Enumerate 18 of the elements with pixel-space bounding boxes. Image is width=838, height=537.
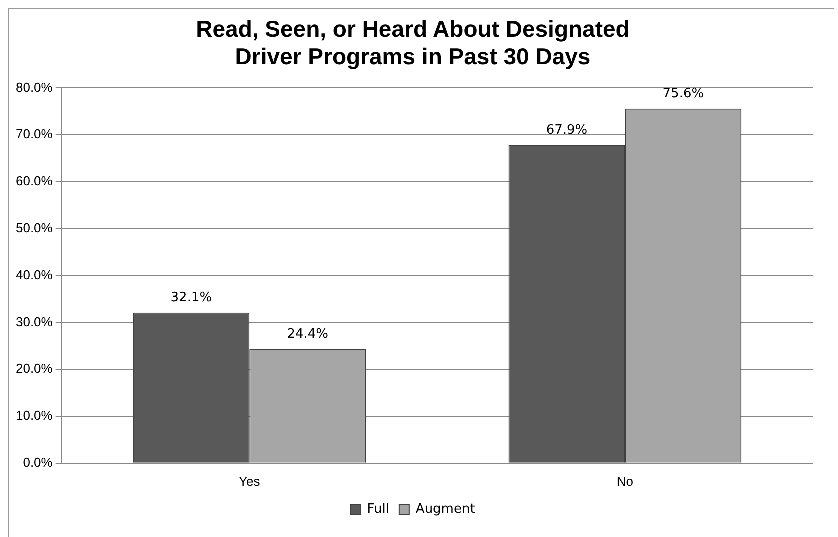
x-tick-label: No xyxy=(616,474,634,489)
y-tick-label: 70.0% xyxy=(16,126,54,142)
y-tick-label: 40.0% xyxy=(16,267,54,282)
legend-label: Full xyxy=(367,502,390,517)
y-tick-label: 30.0% xyxy=(16,314,54,330)
data-label: 75.6% xyxy=(662,86,704,102)
chart-title: Read, Seen, or Heard About Designated Driver Programs in Past 30 Days xyxy=(196,16,630,70)
y-tick-label: 20.0% xyxy=(16,361,54,376)
y-tick-label: 10.0% xyxy=(16,408,54,424)
y-tick-label: 0.0% xyxy=(23,454,54,470)
y-tick-label: 50.0% xyxy=(16,220,54,236)
legend-label: Augment xyxy=(416,502,476,517)
data-label: 32.1% xyxy=(170,290,212,306)
x-tick-label: Yes xyxy=(239,474,261,489)
y-tick-label: 80.0% xyxy=(16,80,54,95)
y-tick-label: 60.0% xyxy=(16,174,54,189)
data-label: 67.9% xyxy=(546,122,588,138)
data-label: 24.4% xyxy=(287,326,329,342)
